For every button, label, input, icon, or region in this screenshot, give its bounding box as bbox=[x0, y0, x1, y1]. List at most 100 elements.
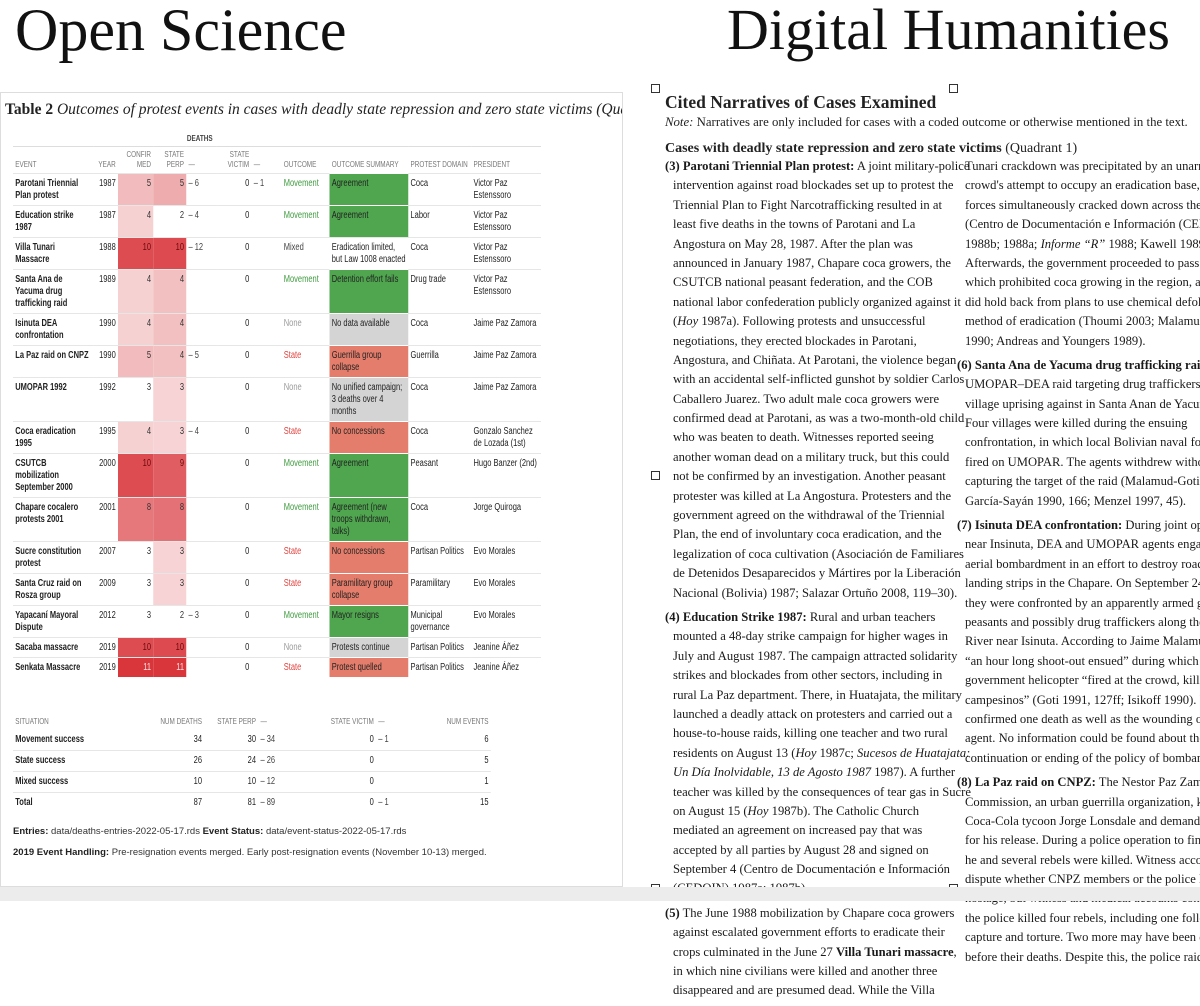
state-victim-range bbox=[251, 573, 282, 606]
text-line: July and August 1987. The campaign attra… bbox=[665, 647, 957, 666]
state-victim-range bbox=[251, 541, 282, 574]
table-number: Table 2 bbox=[5, 101, 54, 118]
event-name: Chapare cocalero protests 2001 bbox=[13, 497, 94, 542]
text: 1988b; 1988a; bbox=[965, 236, 1041, 251]
col-state-victim: STATE VICTIM bbox=[227, 149, 250, 169]
narrative-paragraph: (3) Parotani Triennial Plan protest: A j… bbox=[665, 157, 969, 603]
president: Evo Morales bbox=[471, 573, 542, 606]
year: 2019 bbox=[93, 637, 118, 658]
text-line: crowd's attempt to occupy an eradication… bbox=[957, 176, 1200, 195]
year: 1989 bbox=[93, 269, 118, 314]
text: Coca-Cola tycoon Jorge Lonsdale and dema… bbox=[965, 813, 1200, 828]
state-perp-range bbox=[186, 377, 217, 422]
table-row: Santa Ana de Yacuma drug trafficking rai… bbox=[13, 269, 542, 314]
col-event: EVENT bbox=[15, 159, 37, 169]
text: least five deaths in the towns of Parota… bbox=[673, 217, 916, 232]
text-line: 1988b; 1988a; Informe “R” 1988; Kawell 1… bbox=[957, 235, 1200, 254]
year: 1992 bbox=[93, 377, 118, 422]
text: crops culminated in the June 27 bbox=[673, 944, 836, 959]
note-label: Note: bbox=[665, 115, 694, 129]
text-line: government agreed on the withdrawal of t… bbox=[665, 506, 950, 525]
state-victim-deaths: 0 bbox=[216, 573, 252, 606]
selection-handle[interactable] bbox=[651, 471, 660, 480]
state-victim: 0 bbox=[301, 730, 376, 751]
num-events: 15 bbox=[480, 797, 489, 808]
table-row: Chapare cocalero protests 2001 2001 8 8 0 Mov… bbox=[13, 497, 542, 542]
text: River near Isinuta. According to Jaime M… bbox=[965, 634, 1200, 649]
text-line: aerial bombardment in an effort to destr… bbox=[957, 555, 1200, 574]
confirmed-deaths: 10 bbox=[118, 637, 154, 658]
state-perp-range: – 6 bbox=[186, 173, 217, 206]
state-perp: 30 bbox=[204, 730, 259, 751]
text-line: another woman dead on a military truck, … bbox=[665, 448, 950, 467]
state-victim-range bbox=[376, 771, 421, 793]
state-perp-deaths: 9 bbox=[153, 453, 187, 498]
text-line: Triennial Plan to Fight Narcotrafficking… bbox=[665, 196, 950, 215]
text: with an accidental self-inflicted gunsho… bbox=[673, 372, 965, 387]
state-perp-deaths: 4 bbox=[153, 313, 187, 346]
year: 1990 bbox=[93, 345, 118, 378]
col-state-perp: STATE PERP bbox=[164, 149, 184, 169]
text: A joint military-police bbox=[854, 159, 970, 173]
col-sum-perp-dash: — bbox=[260, 716, 267, 726]
table-row: Santa Cruz raid on Rosza group 2009 3 3 0 Sta… bbox=[13, 573, 542, 606]
outcome: None bbox=[281, 637, 330, 658]
protest-domain: Coca bbox=[408, 497, 472, 542]
col-num-events: NUM EVENTS bbox=[446, 716, 489, 726]
state-perp-range bbox=[186, 637, 217, 658]
selection-handle[interactable] bbox=[651, 84, 660, 93]
text: mounted a 48-day strike campaign for hig… bbox=[673, 629, 948, 644]
status-value: data/event-status-2022-05-17.rds bbox=[263, 826, 407, 837]
president: Evo Morales bbox=[471, 541, 542, 574]
narratives-note: Note: Narratives are only included for c… bbox=[665, 115, 1188, 130]
table-row: Villa Tunari Massacre 1988 10 10– 12 0 Mixed E… bbox=[13, 237, 542, 270]
year: 1987 bbox=[93, 205, 118, 238]
text: legalization of coca cultivation (Asocia… bbox=[673, 546, 964, 561]
outcome-summary: No concessions bbox=[329, 421, 409, 454]
italic-text: Sucesos de Huatajata: bbox=[857, 745, 971, 760]
text: aerial bombardment in an effort to destr… bbox=[965, 556, 1200, 571]
year: 2000 bbox=[93, 453, 118, 498]
text: negotiations, they erected blockades in … bbox=[673, 333, 917, 348]
text-line: intervention against road blockades set … bbox=[665, 176, 954, 195]
outcome: None bbox=[281, 313, 330, 346]
text-line: CSUTCB national peasant federation, and … bbox=[665, 273, 950, 292]
col-sum-state-victim: STATE VICTIM bbox=[330, 716, 374, 726]
data-sources-note: Entries: data/deaths-entries-2022-05-17.… bbox=[13, 826, 406, 837]
confirmed-deaths: 4 bbox=[118, 313, 154, 346]
outcome: Movement bbox=[281, 205, 330, 238]
text-line: (6) Santa Ana de Yacuma drug trafficking… bbox=[957, 356, 1200, 375]
text-line: disappeared and are presumed dead. While… bbox=[665, 981, 950, 1000]
outcome: Mixed bbox=[281, 237, 330, 270]
summary-table-wrapper: SITUATION NUM DEATHS STATE PERP — STATE … bbox=[13, 714, 491, 813]
text-line: (8) La Paz raid on CNPZ: The Nestor Paz … bbox=[957, 773, 1200, 792]
text-line: on August 15 (Hoy 1987b). The Catholic C… bbox=[665, 802, 950, 821]
text: Tunari crackdown was precipitated by an … bbox=[965, 159, 1200, 173]
text: Four villages were killed during the ens… bbox=[965, 416, 1188, 431]
selection-handle[interactable] bbox=[949, 84, 958, 93]
text-line: capturing the target of the raid (Malamu… bbox=[957, 472, 1200, 491]
text: accepted by all parties by August 28 and… bbox=[673, 842, 929, 857]
num-events: 5 bbox=[421, 750, 491, 772]
text-line: not be confirmed by an investigation. An… bbox=[665, 467, 950, 486]
text-line: dispute whether CNPZ members or the poli… bbox=[957, 870, 1200, 889]
text: agent. No information could be found abo… bbox=[965, 731, 1200, 746]
text-line: Commission, an urban guerrilla organizat… bbox=[957, 793, 1200, 812]
text: another woman dead on a military truck, … bbox=[673, 449, 950, 464]
col-confirmed: CONFIR MED bbox=[126, 149, 151, 169]
outcome-summary: Paramilitary group collapse bbox=[329, 573, 409, 606]
entries-value: data/deaths-entries-2022-05-17.rds bbox=[48, 826, 203, 837]
table-row: Yapacaní Mayoral Dispute 2012 3 2– 3 0 Moveme… bbox=[13, 605, 542, 638]
text-line: negotiations, they erected blockades in … bbox=[665, 332, 950, 351]
state-victim-deaths: 0 bbox=[216, 377, 252, 422]
num-deaths: 87 bbox=[193, 797, 202, 808]
text-line: least five deaths in the towns of Parota… bbox=[665, 215, 950, 234]
protest-domain: Coca bbox=[408, 237, 472, 270]
text: launched a deadly attack on protesters a… bbox=[673, 706, 953, 721]
event-name: CSUTCB mobilization September 2000 bbox=[13, 453, 94, 498]
year: 2007 bbox=[93, 541, 118, 574]
text-line: Angostura on May 28, 1987. After the pla… bbox=[665, 235, 950, 254]
confirmed-deaths: 3 bbox=[118, 573, 154, 606]
col-victim-dash: — bbox=[253, 159, 261, 169]
state-perp-deaths: 2 bbox=[153, 605, 187, 638]
